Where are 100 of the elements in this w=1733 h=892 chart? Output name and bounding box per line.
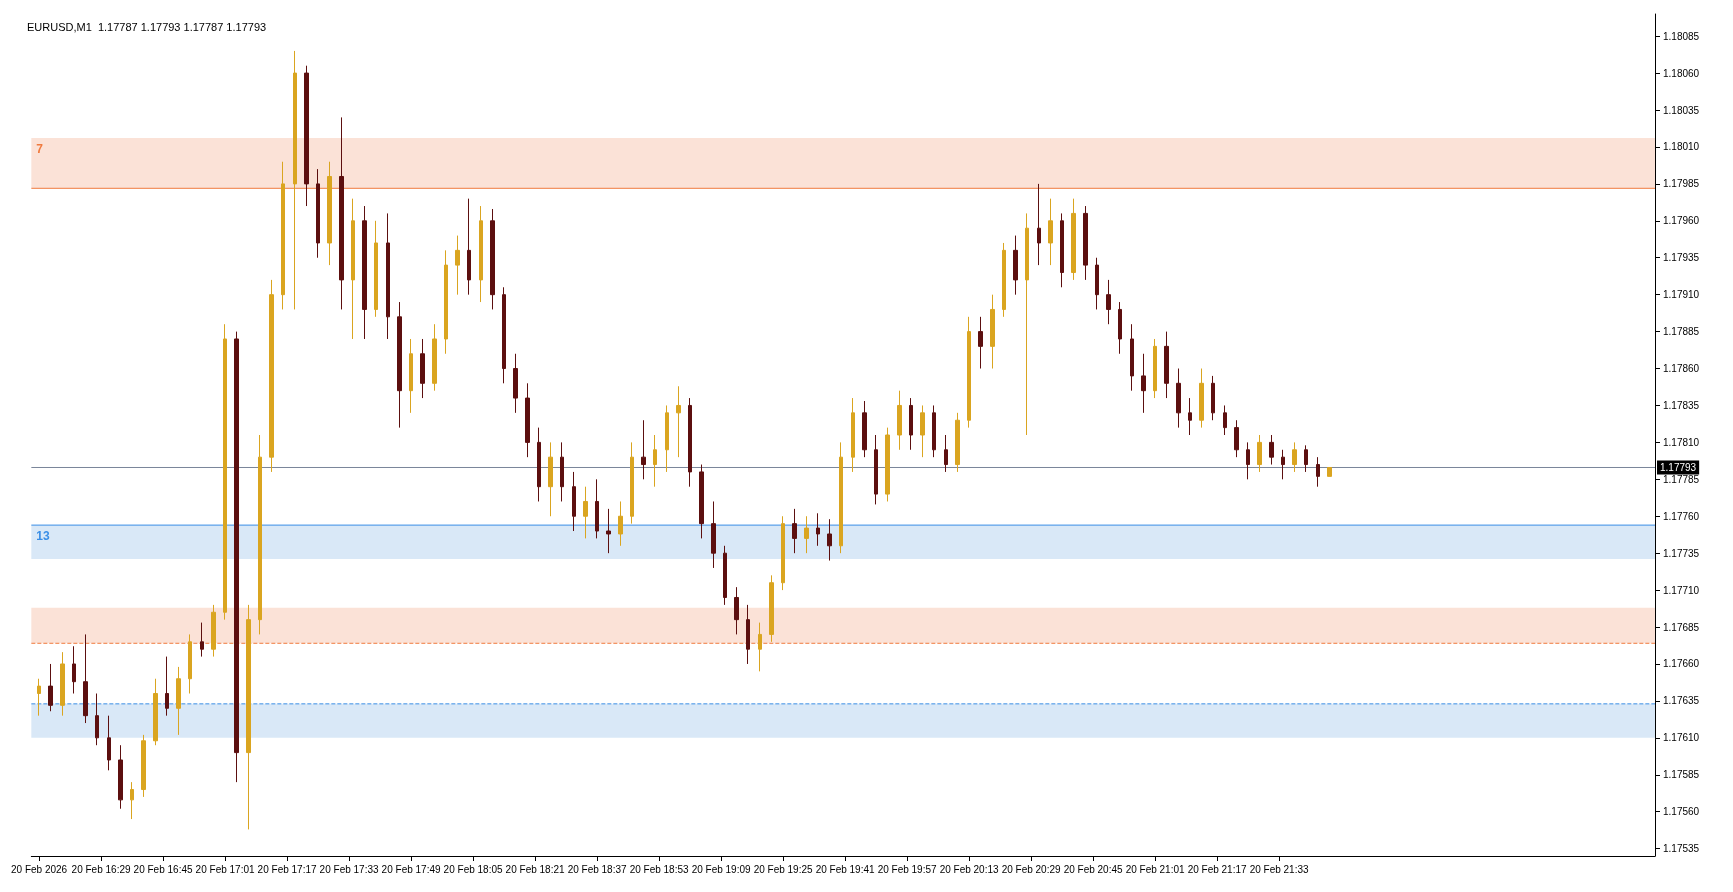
y-tick-label: 1.17685 bbox=[1663, 621, 1700, 633]
candlestick bbox=[641, 419, 646, 480]
x-tick-label: 20 Feb 20:45 bbox=[1063, 863, 1124, 875]
x-tick-label: 20 Feb 2026 bbox=[10, 863, 68, 875]
y-tick-label: 1.18085 bbox=[1663, 30, 1700, 42]
candlestick bbox=[572, 471, 576, 532]
candlestick bbox=[1013, 235, 1018, 296]
candlestick bbox=[978, 316, 983, 370]
y-tick-label: 1.18060 bbox=[1663, 67, 1700, 79]
candlestick bbox=[990, 294, 995, 370]
candlestick bbox=[1118, 301, 1122, 355]
candlestick bbox=[60, 651, 65, 717]
x-tick-label: 20 Feb 19:57 bbox=[877, 863, 938, 875]
ref-line-label: 1.17793 bbox=[1660, 462, 1697, 473]
candlestick bbox=[1188, 397, 1192, 436]
candlestick bbox=[734, 586, 739, 635]
candlestick bbox=[1141, 353, 1146, 414]
candlestick bbox=[130, 781, 134, 820]
candlestick bbox=[397, 301, 402, 429]
x-tick-label: 20 Feb 17:01 bbox=[195, 863, 255, 875]
candlestick bbox=[1246, 441, 1250, 480]
candlestick bbox=[188, 633, 192, 695]
candlestick bbox=[72, 645, 76, 695]
candlestick bbox=[502, 286, 506, 384]
candlestick bbox=[955, 412, 960, 473]
y-tick-label: 1.17810 bbox=[1663, 436, 1700, 448]
candlestick bbox=[758, 622, 762, 672]
y-tick-label: 1.17835 bbox=[1663, 399, 1700, 411]
candlestick bbox=[583, 486, 588, 539]
x-tick-label: 20 Feb 21:17 bbox=[1187, 863, 1248, 875]
y-tick-label: 1.17610 bbox=[1663, 732, 1700, 744]
x-tick-label: 20 Feb 20:13 bbox=[939, 863, 1000, 875]
x-tick-label: 20 Feb 17:17 bbox=[257, 863, 317, 875]
candlestick bbox=[560, 441, 564, 502]
candlestick bbox=[1211, 375, 1215, 421]
x-tick-label: 20 Feb 17:33 bbox=[319, 863, 379, 875]
candlestick bbox=[1327, 467, 1332, 477]
candlestick bbox=[1292, 441, 1297, 473]
candlestick bbox=[699, 464, 704, 539]
candlestick bbox=[246, 604, 251, 830]
y-tick-label: 1.18010 bbox=[1663, 141, 1700, 153]
candlestick bbox=[1048, 198, 1053, 266]
x-tick-label: 20 Feb 19:41 bbox=[815, 863, 876, 875]
candlestick bbox=[281, 161, 285, 310]
candlestick bbox=[537, 427, 541, 502]
x-tick-label: 20 Feb 18:05 bbox=[443, 863, 503, 875]
candlestick bbox=[1176, 368, 1181, 429]
y-tick-label: 1.17535 bbox=[1663, 843, 1700, 855]
candlestick bbox=[304, 65, 309, 207]
candlestick bbox=[606, 508, 611, 554]
x-tick-label: 20 Feb 18:37 bbox=[567, 863, 627, 875]
candlestick bbox=[316, 168, 320, 259]
candlestick bbox=[909, 397, 913, 451]
x-tick-label: 20 Feb 19:09 bbox=[691, 863, 751, 875]
candlestick bbox=[1269, 434, 1274, 466]
candlestick bbox=[665, 404, 669, 473]
candlestick bbox=[223, 323, 227, 621]
candlestick bbox=[1106, 279, 1111, 325]
candlestick bbox=[1037, 183, 1041, 266]
candlestick bbox=[920, 404, 925, 458]
y-tick-label: 1.17710 bbox=[1663, 584, 1700, 596]
candlestick bbox=[885, 427, 890, 502]
candlestick bbox=[595, 478, 599, 539]
candlestick bbox=[1071, 198, 1076, 281]
candlestick bbox=[420, 338, 425, 399]
candlestick bbox=[339, 116, 344, 310]
candlestick bbox=[711, 500, 716, 569]
candlestick bbox=[490, 208, 495, 310]
candlestick bbox=[200, 622, 204, 658]
candlestick bbox=[746, 604, 750, 665]
y-tick-label: 1.17860 bbox=[1663, 363, 1700, 375]
candlestick bbox=[327, 161, 332, 266]
candlestick bbox=[1083, 205, 1088, 281]
candlestick bbox=[839, 441, 843, 554]
candlestick bbox=[525, 382, 530, 458]
candlestick bbox=[293, 50, 297, 310]
candlestick bbox=[165, 656, 169, 717]
y-tick-label: 1.17760 bbox=[1663, 510, 1700, 522]
candlestick bbox=[386, 212, 390, 340]
candlestick bbox=[1095, 257, 1099, 310]
candlestick bbox=[653, 434, 657, 488]
x-tick-label: 20 Feb 21:01 bbox=[1125, 863, 1186, 875]
candlestick bbox=[1304, 444, 1308, 473]
candlestick bbox=[816, 512, 820, 547]
band-label: 7 bbox=[36, 142, 44, 157]
candlestick bbox=[48, 663, 53, 712]
candlestick bbox=[804, 515, 809, 554]
x-tick-label: 20 Feb 17:49 bbox=[381, 863, 441, 875]
y-tick-label: 1.17960 bbox=[1663, 215, 1700, 227]
candlestick bbox=[1002, 242, 1006, 318]
candlestick bbox=[269, 279, 274, 473]
candlestick bbox=[851, 397, 855, 473]
candlestick bbox=[723, 545, 727, 606]
candlestick bbox=[1223, 404, 1227, 436]
candlestick bbox=[95, 693, 99, 746]
candlestick bbox=[467, 198, 471, 296]
x-tick-label: 20 Feb 20:29 bbox=[1001, 863, 1062, 875]
candlestick bbox=[118, 744, 123, 810]
candlestick bbox=[444, 249, 448, 355]
y-tick-label: 1.17635 bbox=[1663, 695, 1700, 707]
